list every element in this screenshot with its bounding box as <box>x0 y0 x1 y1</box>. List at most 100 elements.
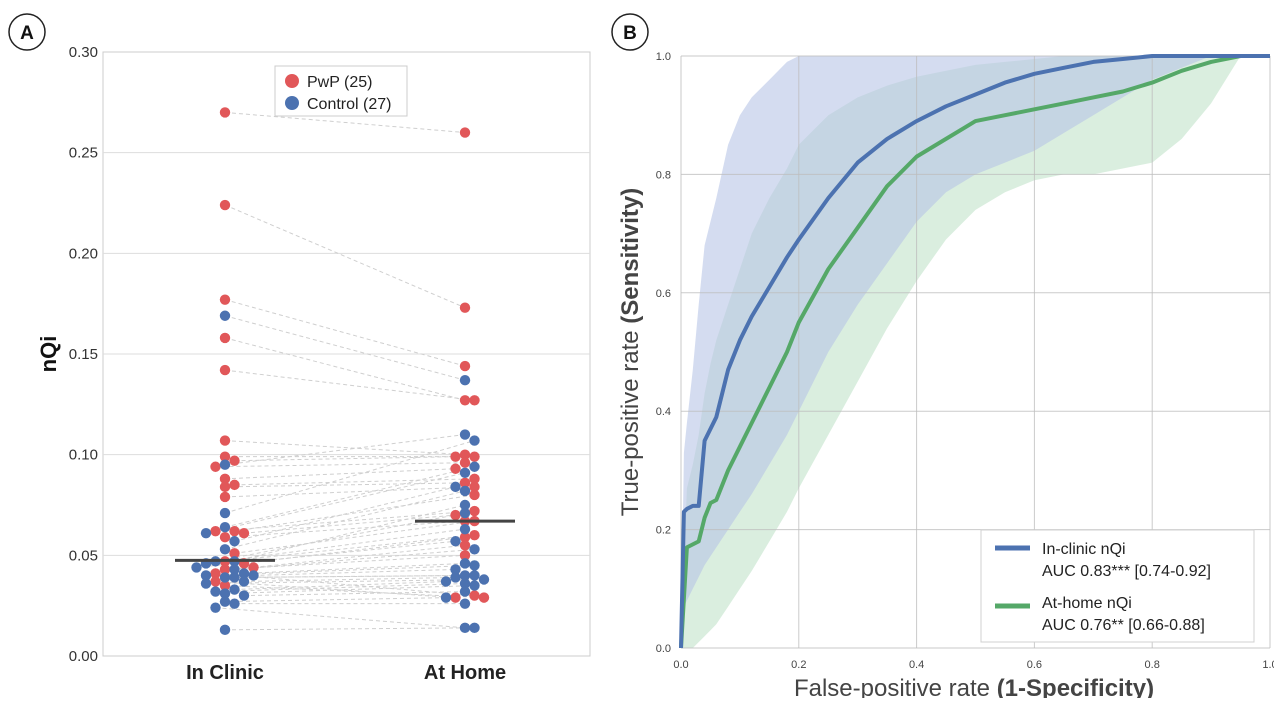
pwp-point <box>219 332 231 344</box>
pair-line <box>205 528 466 564</box>
control-point <box>450 536 461 547</box>
panel-b-label-circle <box>611 13 649 51</box>
panel-a-y-tick-label: 0.30 <box>69 44 98 61</box>
control-point <box>450 564 461 575</box>
legend-swatch-control <box>285 96 299 110</box>
panel-b-legend: In-clinic nQi AUC 0.83*** [0.74-0.92] At… <box>980 529 1255 643</box>
pwp-point <box>469 395 480 406</box>
x-category-at-home: At Home <box>424 662 506 684</box>
pwp-point <box>469 489 480 501</box>
pair-line <box>234 520 475 554</box>
pwp-point <box>459 302 471 313</box>
control-point <box>450 481 461 493</box>
control-point <box>469 544 480 555</box>
panel-b-confidence-bands <box>681 56 1270 648</box>
control-point <box>229 598 240 609</box>
pwp-point <box>219 107 231 118</box>
panel-a-y-tick-label: 0.15 <box>69 346 98 363</box>
pwp-point <box>450 463 461 474</box>
pwp-point <box>469 451 480 462</box>
pwp-point <box>229 525 240 537</box>
pwp-point <box>478 592 490 603</box>
control-point <box>219 572 231 583</box>
pwp-point <box>450 509 461 521</box>
panel-b-y-tick-label: 0.2 <box>656 525 671 537</box>
control-point <box>459 374 471 386</box>
pwp-point <box>469 481 480 493</box>
control-point <box>440 576 452 587</box>
pwp-point <box>450 592 461 603</box>
pair-line <box>205 472 466 534</box>
pwp-point <box>219 481 231 493</box>
control-point <box>469 570 480 581</box>
panel-a-y-tick-label: 0.05 <box>69 547 98 564</box>
pair-line <box>224 440 466 456</box>
pair-line <box>243 591 466 597</box>
pair-line <box>234 581 447 591</box>
pwp-point <box>469 505 480 517</box>
control-point <box>191 562 202 573</box>
pair-line <box>224 490 466 550</box>
pwp-point <box>469 590 480 601</box>
control-point <box>469 435 480 446</box>
pwp-point <box>459 127 471 138</box>
legend-label-control: Control (27) <box>307 96 391 113</box>
pwp-point <box>459 540 471 551</box>
panel-a-y-tick-labels: 0.00 0.05 0.10 0.15 0.20 0.25 0.30 <box>69 44 98 665</box>
control-point <box>469 622 480 634</box>
control-point <box>459 598 471 609</box>
panel-b-y-tick-label: 0.0 <box>656 643 671 655</box>
panel-b-x-tick-labels: 0.0 0.2 0.4 0.6 0.8 1.0 <box>673 659 1274 671</box>
control-point <box>200 527 212 539</box>
pwp-point <box>459 360 471 372</box>
panel-b-label: B <box>623 23 637 44</box>
control-point <box>219 596 231 607</box>
pair-line <box>224 337 466 401</box>
panel-a-pair-lines <box>196 111 485 631</box>
panel-a-y-tick-label: 0.00 <box>69 648 98 665</box>
pwp-point <box>459 477 471 489</box>
control-point <box>238 576 250 587</box>
control-point <box>478 574 490 585</box>
pair-line <box>234 504 466 562</box>
pair-line <box>253 568 456 576</box>
control-point <box>440 592 452 603</box>
pair-line <box>215 581 456 599</box>
pwp-point <box>219 451 231 462</box>
panel-b-y-tick-label: 1.0 <box>656 51 671 63</box>
panel-a-y-axis-label: nQi <box>36 336 61 373</box>
pwp-point <box>459 532 471 543</box>
pwp-point <box>459 449 471 460</box>
roc-line-at-home <box>679 54 1270 649</box>
pwp-point <box>238 527 250 539</box>
control-point <box>238 568 250 579</box>
pair-line <box>234 456 456 462</box>
control-point <box>459 558 471 569</box>
panel-a-legend: PwP (25) Control (27) <box>274 65 408 117</box>
pair-line <box>234 574 475 578</box>
panel-a-label: A <box>20 23 34 44</box>
pair-line <box>224 466 475 528</box>
pwp-point <box>229 455 240 466</box>
control-point <box>200 570 212 581</box>
control-point <box>459 523 471 535</box>
panel-a-label-circle <box>8 13 46 51</box>
pwp-point <box>219 435 231 446</box>
pair-line <box>253 544 466 568</box>
panel-a-y-tick-label: 0.25 <box>69 145 98 162</box>
panel-b-x-tick-label: 0.2 <box>791 659 806 671</box>
panel-b-y-tick-label: 0.4 <box>656 406 671 418</box>
control-point <box>459 570 471 581</box>
pair-line <box>205 578 485 585</box>
panel-b-y-tick-label: 0.6 <box>656 288 671 300</box>
control-point <box>469 560 480 571</box>
control-point <box>219 310 231 321</box>
pwp-point <box>219 473 231 485</box>
control-point <box>459 429 471 440</box>
pair-line <box>243 514 456 534</box>
legend-swatch-pwp <box>285 74 299 88</box>
pwp-point <box>450 451 461 462</box>
panel-b: B 0.00.20.40.60.81.0 0.00.20.40.60.81.0 … <box>611 13 1274 702</box>
